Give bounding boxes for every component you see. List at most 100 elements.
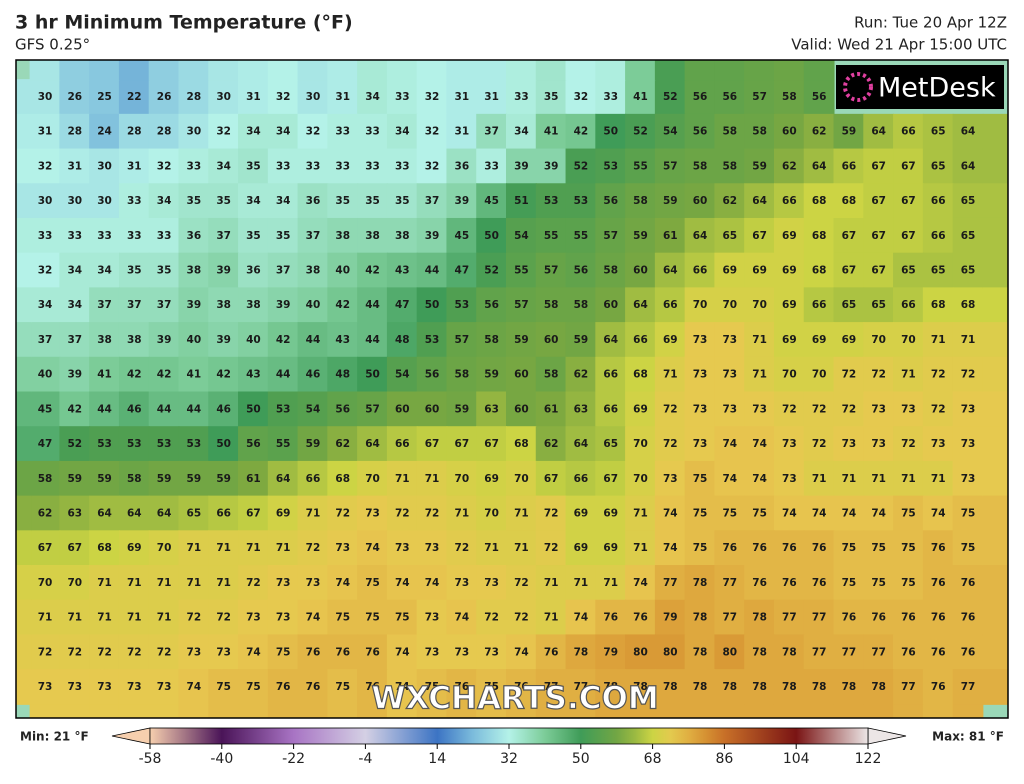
- temperature-cell: [565, 460, 597, 497]
- temperature-label: 65: [931, 160, 946, 172]
- watermark: WXCHARTS.COM: [371, 681, 658, 717]
- temperature-cell: [625, 530, 656, 567]
- temperature-label: 76: [901, 646, 916, 658]
- temperature-cell: [535, 113, 567, 150]
- temperature-cell: [922, 634, 954, 671]
- temperature-label: 72: [67, 646, 82, 658]
- temperature-cell: [446, 426, 478, 462]
- temperature-cell: [446, 634, 478, 671]
- temperature-label: 33: [603, 91, 618, 103]
- temperature-cell: [476, 530, 507, 567]
- temperature-label: 76: [931, 577, 946, 589]
- temperature-cell: [357, 530, 388, 567]
- temperature-label: 80: [722, 646, 737, 658]
- temperature-label: 66: [633, 334, 648, 346]
- temperature-label: 64: [127, 507, 142, 519]
- temperature-label: 55: [633, 160, 648, 172]
- temperature-cell: [148, 565, 180, 601]
- temperature-cell: [118, 669, 150, 705]
- temperature-cell: [684, 113, 716, 150]
- temperature-label: 65: [842, 299, 857, 311]
- temperature-cell: [29, 217, 61, 254]
- temperature-label: 40: [187, 334, 202, 346]
- temperature-cell: [506, 426, 537, 462]
- temperature-label: 41: [187, 369, 202, 381]
- temperature-cell: [535, 287, 567, 324]
- temperature-cell: [29, 599, 61, 636]
- temperature-cell: [803, 79, 835, 115]
- temperature-cell: [178, 252, 210, 289]
- temperature-label: 35: [365, 195, 380, 207]
- temperature-label: 35: [544, 91, 559, 103]
- temperature-label: 33: [335, 160, 350, 172]
- temperature-cell: [238, 530, 269, 567]
- temperature-cell: [238, 148, 269, 185]
- temperature-cell: [29, 148, 61, 185]
- temperature-label: 44: [365, 299, 380, 311]
- temperature-cell: [446, 148, 478, 185]
- temperature-cell: [29, 426, 61, 462]
- temperature-label: 60: [514, 369, 529, 381]
- temperature-label: 66: [842, 160, 857, 172]
- temperature-cell: [922, 391, 954, 428]
- temperature-cell: [29, 113, 61, 150]
- temperature-cell-edge: [684, 704, 716, 718]
- temperature-cell: [208, 495, 240, 532]
- temperature-cell: [178, 460, 210, 497]
- temperature-cell: [773, 113, 805, 150]
- temperature-label: 59: [484, 369, 499, 381]
- temperature-cell-edge: [982, 356, 1008, 393]
- temperature-cell-edge: [297, 704, 329, 718]
- temperature-cell: [654, 287, 686, 324]
- temperature-label: 47: [455, 265, 470, 277]
- temperature-label: 59: [97, 473, 112, 485]
- temperature-cell: [773, 565, 805, 601]
- temperature-cell: [952, 460, 984, 497]
- temperature-label: 68: [931, 299, 946, 311]
- temperature-label: 58: [722, 126, 737, 138]
- temperature-label: 77: [812, 612, 827, 624]
- temperature-label: 73: [127, 681, 142, 693]
- temperature-label: 71: [514, 542, 529, 554]
- temperature-cell-edge: [208, 704, 240, 718]
- temperature-label: 33: [365, 160, 380, 172]
- temperature-cell: [773, 669, 805, 705]
- temperature-cell: [506, 356, 537, 393]
- temperature-label: 60: [514, 403, 529, 415]
- temperature-label: 73: [931, 438, 946, 450]
- temperature-cell: [595, 356, 627, 393]
- temperature-label: 40: [335, 265, 350, 277]
- temperature-cell-edge: [16, 252, 32, 289]
- temperature-cell: [654, 495, 686, 532]
- temperature-label: 78: [782, 681, 797, 693]
- temperature-cell: [357, 113, 388, 150]
- temperature-label: 71: [38, 612, 53, 624]
- temperature-label: 67: [901, 195, 916, 207]
- temperature-cell-edge: [595, 60, 627, 81]
- temperature-cell: [595, 460, 627, 497]
- temperature-label: 43: [395, 265, 410, 277]
- temperature-cell: [922, 530, 954, 567]
- temperature-cell: [446, 495, 478, 532]
- temperature-label: 74: [365, 542, 380, 554]
- temperature-cell: [416, 426, 448, 462]
- temperature-cell: [863, 217, 895, 254]
- temperature-cell: [595, 565, 627, 601]
- temperature-cell: [476, 669, 507, 705]
- temperature-label: 71: [752, 334, 767, 346]
- temperature-label: 72: [335, 507, 350, 519]
- temperature-label: 60: [782, 126, 797, 138]
- temperature-label: 39: [157, 334, 172, 346]
- temperature-cell: [416, 79, 448, 115]
- temperature-label: 75: [901, 577, 916, 589]
- temperature-cell: [357, 183, 388, 219]
- temperature-cell: [535, 565, 567, 601]
- temperature-label: 31: [246, 91, 261, 103]
- temperature-label: 65: [603, 438, 618, 450]
- temperature-label: 38: [306, 265, 321, 277]
- temperature-label: 73: [693, 334, 708, 346]
- temperature-label: 67: [455, 438, 470, 450]
- temperature-cell-edge: [773, 704, 805, 718]
- temperature-cell: [476, 565, 507, 601]
- temperature-cell: [416, 113, 448, 150]
